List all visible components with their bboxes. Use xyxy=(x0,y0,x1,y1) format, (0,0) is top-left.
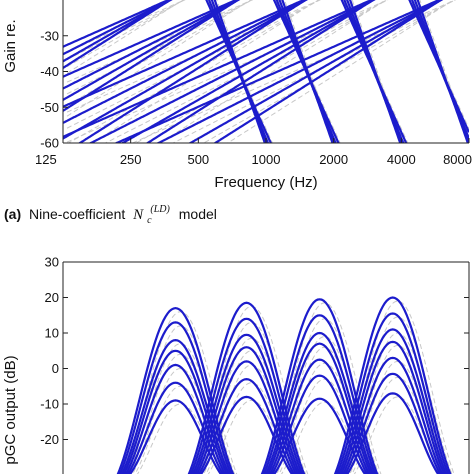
bottom-output-curve xyxy=(262,314,377,474)
top-reference-curve xyxy=(131,0,457,143)
bottom-output-curve xyxy=(197,377,296,474)
top-reference-curve xyxy=(66,0,403,143)
top-y-tick-label: -40 xyxy=(40,64,59,79)
top-x-axis-label: Frequency (Hz) xyxy=(214,174,317,191)
top-x-ticks: 125 250 500 1000 2000 4000 8000 xyxy=(35,138,472,167)
caption-text: Nine-coefficient xyxy=(29,206,125,222)
top-filter-curve xyxy=(63,0,266,143)
bottom-output-curve xyxy=(260,298,379,474)
bottom-output-curve xyxy=(346,392,440,474)
bottom-y-tick-label: 20 xyxy=(45,290,59,305)
caption-superscript: (LD) xyxy=(150,204,170,215)
caption-symbol: N xyxy=(132,207,144,223)
top-panel: 125 250 500 1000 2000 4000 8000 -60 -50 -40 -30 F… xyxy=(2,0,472,191)
bottom-output-curve xyxy=(199,395,294,474)
top-filter-curve xyxy=(77,0,408,143)
top-x-tick-label: 500 xyxy=(187,152,209,167)
top-reference-curve xyxy=(202,0,456,143)
top-filter-curve xyxy=(63,0,334,143)
top-reference-curve xyxy=(66,0,273,143)
bottom-output-curve xyxy=(122,349,229,474)
bottom-y-tick-label: -10 xyxy=(40,397,59,412)
bottom-output-curve xyxy=(268,358,371,474)
bottom-output-curve xyxy=(193,346,300,474)
caption-subscript: c xyxy=(147,215,152,226)
bottom-panel: -20 -10 0 10 20 30 pGC output (dB) xyxy=(2,255,470,474)
bottom-output-curve xyxy=(191,333,302,474)
bottom-output-curve xyxy=(341,356,444,474)
bottom-output-curve xyxy=(120,338,231,474)
bottom-output-curve xyxy=(339,340,446,474)
bottom-output-curve xyxy=(272,397,367,474)
top-y-axis-label: Gain re. xyxy=(2,19,19,72)
top-filter-curve xyxy=(63,0,469,143)
top-filter-curve xyxy=(113,0,442,143)
top-x-tick-label: 2000 xyxy=(319,152,348,167)
bottom-output-curve xyxy=(337,328,448,474)
top-y-tick-label: -50 xyxy=(40,100,59,115)
top-filter-curve xyxy=(188,0,444,143)
bottom-output-curve xyxy=(335,312,450,474)
top-reference-curve xyxy=(67,0,406,143)
top-reference-curve xyxy=(66,0,271,143)
bottom-output-curve xyxy=(118,321,233,474)
bottom-output-curve xyxy=(187,301,306,474)
top-filter-curve xyxy=(63,0,337,143)
top-reference-curve xyxy=(226,0,455,143)
bottom-y-ticks: -20 -10 0 10 20 30 xyxy=(40,255,469,447)
top-filter-curve xyxy=(88,0,469,143)
top-reference-curve xyxy=(66,0,268,143)
top-filter-curve xyxy=(145,0,469,143)
top-y-tick-label: -60 xyxy=(40,136,59,151)
top-reference-curve xyxy=(66,0,336,143)
caption-prefix: (a) xyxy=(4,206,21,222)
bottom-output-curve xyxy=(266,342,373,474)
bottom-output-curve xyxy=(333,296,452,474)
bottom-output-curve xyxy=(189,317,304,474)
bottom-output-curve xyxy=(124,363,227,474)
top-x-tick-label: 4000 xyxy=(387,152,416,167)
top-filter-curve xyxy=(63,0,403,143)
top-y-ticks: -60 -50 -40 -30 xyxy=(40,28,68,151)
bottom-y-axis-label: pGC output (dB) xyxy=(2,355,19,464)
bottom-output-curve xyxy=(195,360,298,474)
top-filter-curve xyxy=(156,0,443,143)
top-y-tick-label: -30 xyxy=(40,28,59,43)
top-filter-curves xyxy=(63,0,469,143)
panel-caption: (a) Nine-coefficient N c (LD) model xyxy=(4,199,217,226)
bottom-y-tick-label: 10 xyxy=(45,326,59,341)
top-x-tick-label: 250 xyxy=(120,152,142,167)
top-filter-curve xyxy=(63,0,402,143)
bottom-y-tick-label: 0 xyxy=(52,361,59,376)
bottom-output-curves xyxy=(116,296,452,474)
bottom-output-curve xyxy=(343,372,442,474)
bottom-reference-curve xyxy=(196,321,307,474)
bottom-y-tick-label: -20 xyxy=(40,432,59,447)
top-x-tick-label: 1000 xyxy=(252,152,281,167)
bottom-output-curve xyxy=(128,399,223,474)
top-x-tick-label: 125 xyxy=(35,152,57,167)
bottom-output-curve xyxy=(270,374,369,474)
top-x-tick-label: 8000 xyxy=(443,152,472,167)
top-reference-curve xyxy=(172,0,457,143)
bottom-output-curve xyxy=(116,306,235,474)
bottom-output-curve xyxy=(264,331,375,474)
bottom-output-curve xyxy=(126,381,225,474)
top-reference-curve xyxy=(66,0,469,143)
caption-suffix: model xyxy=(179,206,217,222)
bottom-y-tick-label: 30 xyxy=(45,255,59,270)
top-filter-curve xyxy=(120,0,469,143)
